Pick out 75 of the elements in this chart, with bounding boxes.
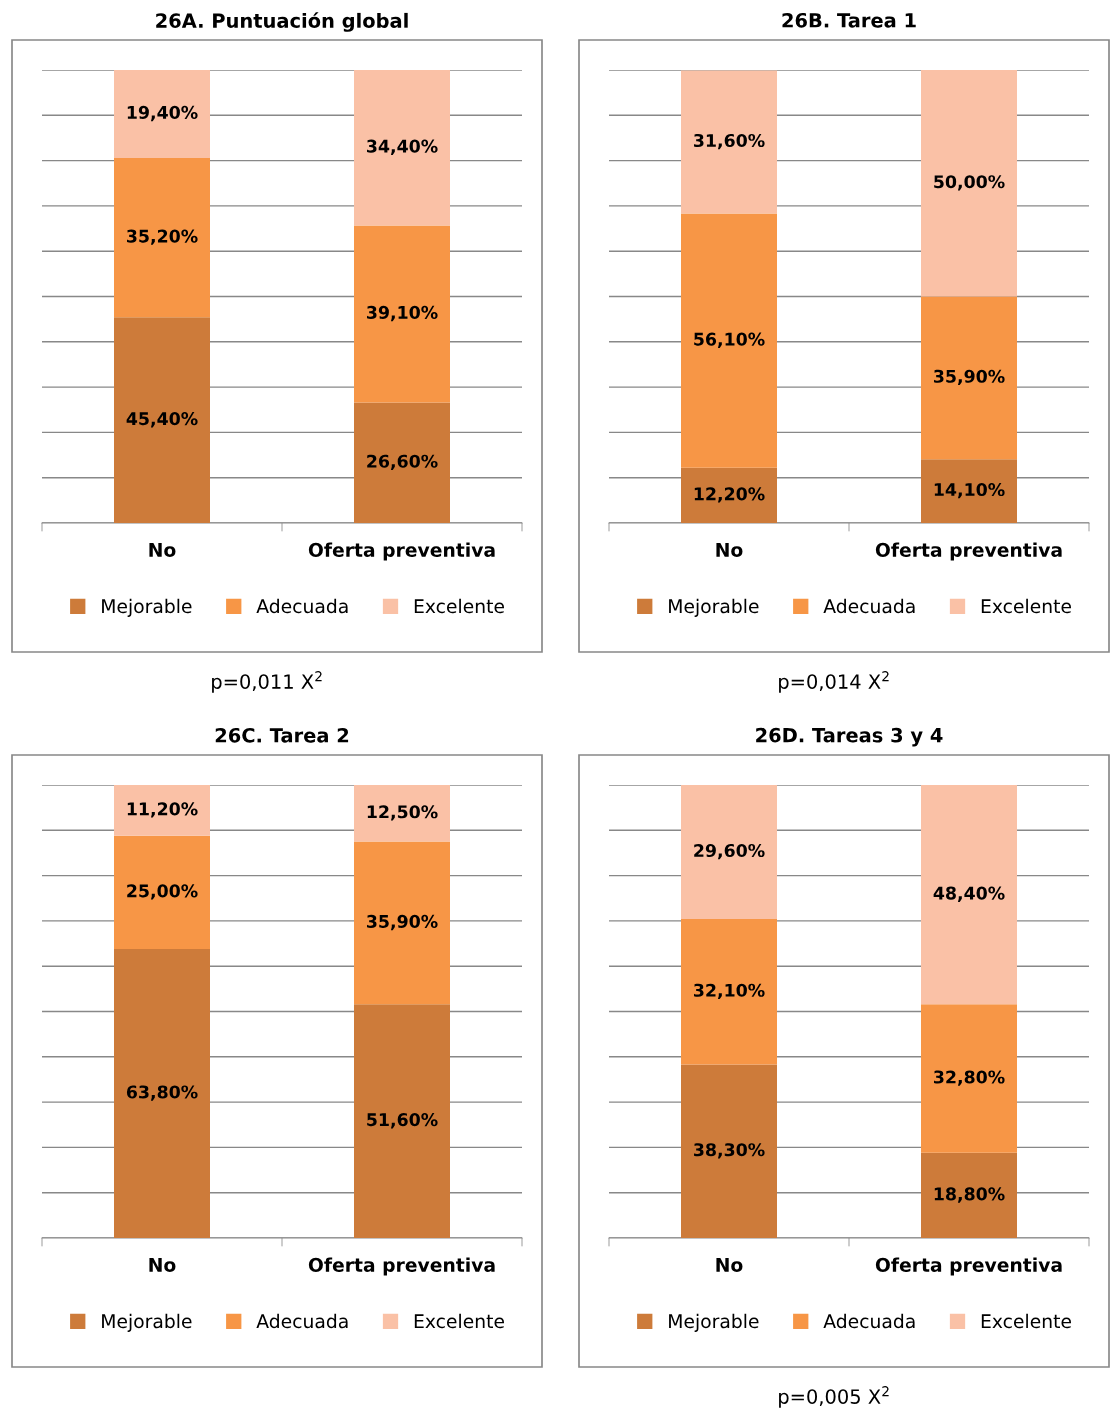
bar (681, 785, 777, 920)
data-label: 34,40% (367, 139, 438, 155)
data-label: 45,40% (126, 412, 198, 428)
bar (354, 1004, 450, 1238)
legend-label: Mejorable (102, 598, 192, 617)
bar (114, 157, 210, 318)
data-label: 35,20% (127, 229, 198, 245)
bar (921, 70, 1017, 297)
bar (354, 225, 450, 403)
data-label: 38,30% (694, 1143, 765, 1159)
legend-label: Adecuada (823, 598, 915, 614)
data-label: 26,60% (367, 454, 438, 471)
bar (681, 1064, 777, 1238)
legend-label: Excelente (981, 598, 1071, 614)
legend-label: Adecuada (823, 1313, 915, 1329)
x-tick-label: No (716, 543, 743, 557)
data-label: 48,40% (933, 886, 1005, 902)
chart-title: 26A. Puntuación global (156, 12, 408, 32)
legend-label: Mejorable (669, 598, 759, 617)
bar (921, 1004, 1017, 1153)
data-label: 19,40% (127, 105, 198, 122)
data-label: 29,60% (694, 843, 765, 860)
x-tick-label: No (149, 1258, 176, 1272)
data-label: 31,60% (694, 133, 765, 150)
bar (921, 785, 1017, 1005)
bar (681, 919, 777, 1065)
bar (921, 459, 1017, 523)
x-tick-label: Oferta preventiva (308, 1257, 495, 1276)
data-label: 39,10% (367, 305, 438, 322)
bar (354, 402, 450, 523)
bar (354, 785, 450, 842)
x-tick-label: Oferta preventiva (308, 542, 495, 561)
data-label: 11,20% (127, 802, 198, 818)
data-label: 56,10% (694, 332, 765, 348)
chart-title: 26B. Tarea 1 (782, 12, 916, 28)
data-label: 51,60% (367, 1113, 438, 1129)
bar (114, 948, 210, 1238)
x-tick-label: Oferta preventiva (875, 542, 1062, 561)
data-label: 32,80% (934, 1070, 1005, 1086)
data-label: 25,00% (127, 884, 198, 900)
legend-label: Excelente (981, 1313, 1071, 1329)
bar (114, 317, 210, 523)
x-tick-label: No (149, 543, 176, 557)
bar (114, 70, 210, 158)
data-label: 12,50% (367, 805, 438, 821)
bar (681, 467, 777, 523)
legend-label: Adecuada (256, 1313, 348, 1329)
text: p=0,005 X$^{2}$ (779, 1386, 889, 1408)
data-label: 63,80% (126, 1085, 198, 1101)
bar (681, 70, 777, 214)
bar (921, 1152, 1017, 1238)
legend-label: Excelente (414, 1313, 504, 1329)
data-label: 35,90% (367, 914, 438, 931)
legend-label: Adecuada (256, 598, 348, 614)
x-tick-label: Oferta preventiva (875, 1257, 1062, 1276)
data-label: 32,10% (694, 983, 765, 1000)
bar (354, 70, 450, 226)
data-label: 14,10% (934, 482, 1005, 499)
legend-label: Mejorable (102, 1313, 192, 1332)
chart-title: 26D. Tareas 3 y 4 (756, 727, 943, 747)
legend-label: Mejorable (669, 1313, 759, 1332)
data-label: 18,80% (934, 1187, 1005, 1203)
bar (114, 785, 210, 836)
bar (354, 841, 450, 1005)
bar (114, 835, 210, 949)
chart-title: 26C. Tarea 2 (215, 727, 349, 743)
x-tick-label: No (716, 1258, 743, 1272)
data-label: 50,00% (934, 175, 1005, 191)
data-label: 35,90% (934, 369, 1005, 386)
bar (681, 213, 777, 468)
data-label: 12,20% (694, 487, 765, 503)
legend-label: Excelente (414, 598, 504, 614)
bar (921, 296, 1017, 460)
text: p=0,011 X$^{2}$ (212, 671, 322, 693)
text: p=0,014 X$^{2}$ (779, 671, 889, 693)
